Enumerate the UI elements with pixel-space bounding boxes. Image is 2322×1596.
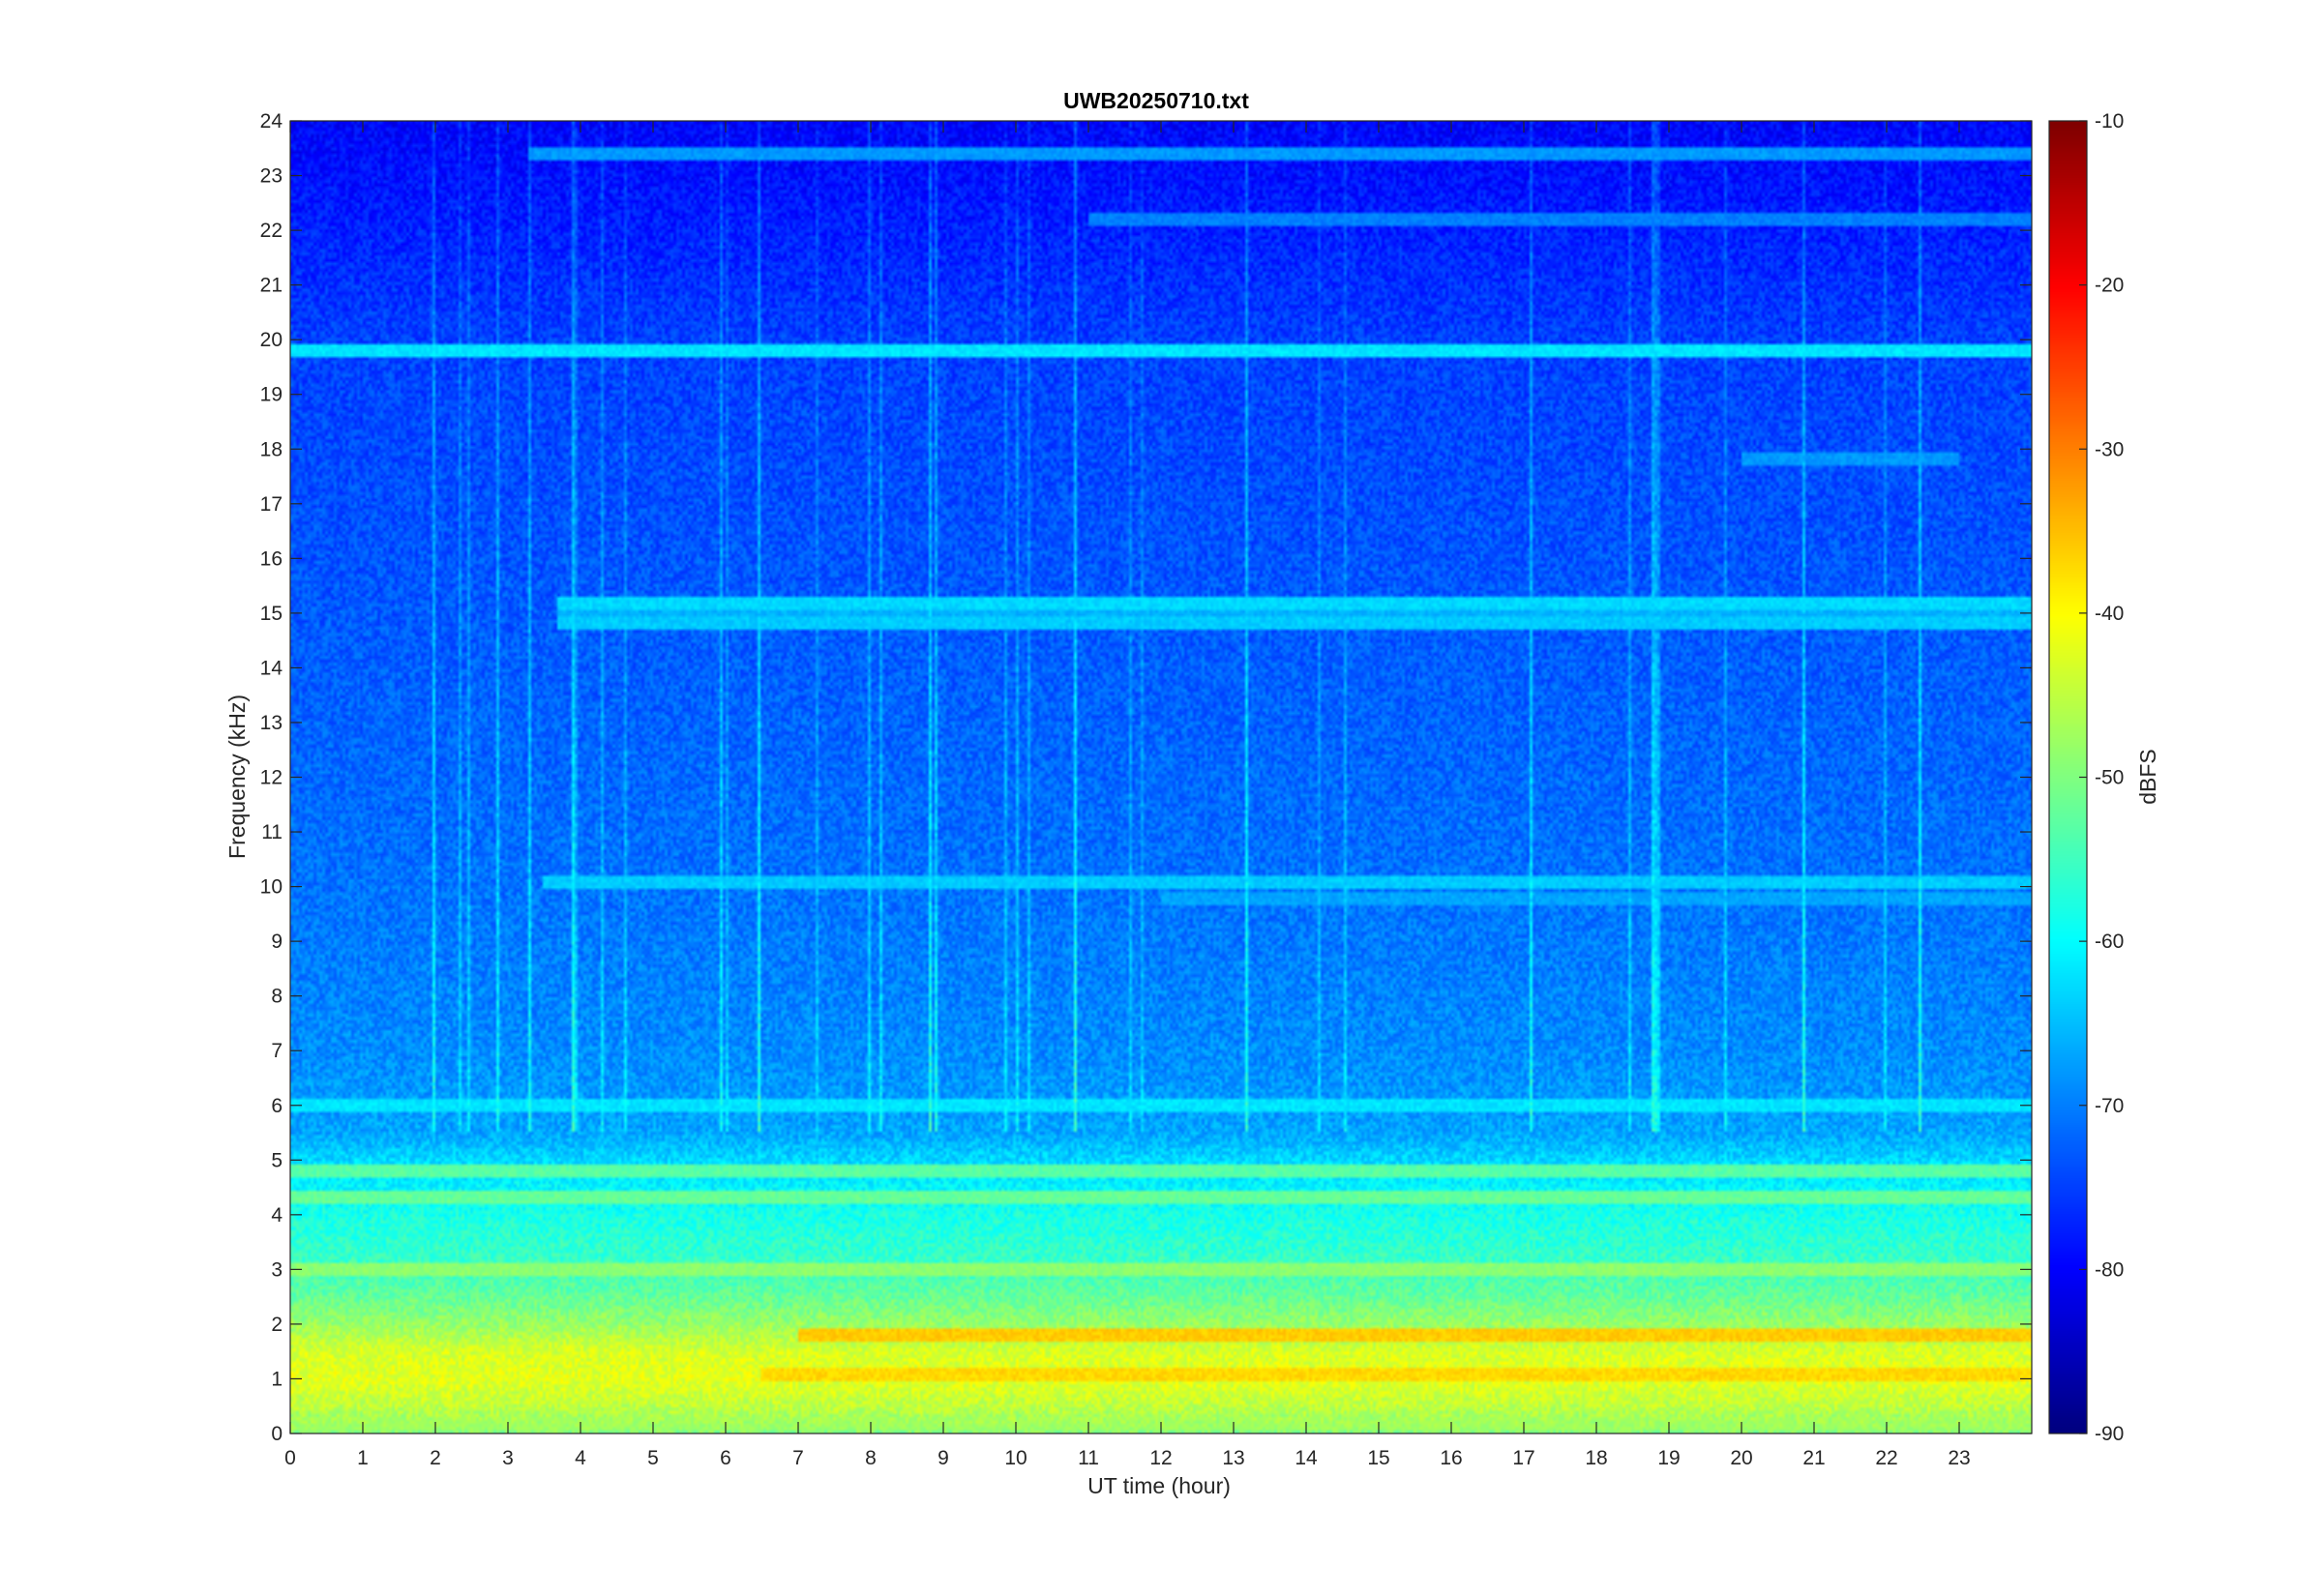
y-tick-label: 15 xyxy=(260,603,283,625)
y-tick-label: 4 xyxy=(271,1204,283,1227)
x-tick-label: 4 xyxy=(575,1447,586,1469)
x-tick-label: 23 xyxy=(1948,1447,1970,1469)
y-tick-label: 21 xyxy=(260,275,283,297)
x-tick-label: 8 xyxy=(865,1447,877,1469)
y-tick-label: 24 xyxy=(260,110,283,133)
y-tick-label: 5 xyxy=(271,1149,283,1171)
x-tick-label: 18 xyxy=(1585,1447,1607,1469)
y-tick-label: 18 xyxy=(260,438,283,460)
y-tick-label: 2 xyxy=(271,1314,283,1336)
y-axis-label: Frequency (kHz) xyxy=(224,695,250,859)
colorbar-tick-label: -10 xyxy=(2095,110,2124,133)
colorbar-tick-label: -20 xyxy=(2095,275,2124,297)
x-tick-label: 5 xyxy=(647,1447,659,1469)
y-tick-label: 6 xyxy=(271,1095,283,1117)
x-tick-label: 14 xyxy=(1295,1447,1318,1469)
plot-area xyxy=(289,120,2033,1434)
x-tick-label: 22 xyxy=(1875,1447,1897,1469)
y-tick-label: 12 xyxy=(260,767,283,789)
chart-title: UWB20250710.txt xyxy=(1063,88,1249,113)
colorbar: -90 -80 -70 -60 -50 -40 -30 -20 -10 dBFS xyxy=(2048,110,2160,1445)
y-tick-label: 3 xyxy=(271,1258,283,1281)
x-tick-label: 2 xyxy=(430,1447,441,1469)
x-tick-label: 6 xyxy=(720,1447,731,1469)
y-tick-label: 9 xyxy=(271,931,283,953)
x-tick-label: 20 xyxy=(1730,1447,1752,1469)
x-tick-label: 16 xyxy=(1440,1447,1462,1469)
y-tick-label: 22 xyxy=(260,220,283,242)
colorbar-tick-label: -30 xyxy=(2095,438,2124,460)
colorbar-tick-label: -80 xyxy=(2095,1258,2124,1281)
colorbar-tick-label: -60 xyxy=(2095,931,2124,953)
x-tick-label: 19 xyxy=(1657,1447,1680,1469)
x-tick-label: 17 xyxy=(1512,1447,1534,1469)
y-tick-label: 13 xyxy=(260,712,283,734)
x-tick-label: 9 xyxy=(938,1447,949,1469)
spectrogram-heatmap xyxy=(290,121,2032,1433)
x-tick-label: 13 xyxy=(1222,1447,1244,1469)
y-tick-label: 11 xyxy=(261,821,283,843)
y-tick-label: 20 xyxy=(260,329,283,351)
y-tick-label: 17 xyxy=(260,493,283,516)
x-tick-label: 7 xyxy=(792,1447,804,1469)
x-tick-label: 10 xyxy=(1004,1447,1027,1469)
y-tick-label: 19 xyxy=(260,384,283,406)
x-tick-label: 3 xyxy=(502,1447,514,1469)
y-tick-label: 0 xyxy=(271,1423,283,1445)
colorbar-ticks: -90 -80 -70 -60 -50 -40 -30 -20 -10 xyxy=(2079,110,2124,1445)
y-tick-label: 8 xyxy=(271,986,283,1008)
x-tick-label: 11 xyxy=(1078,1447,1099,1469)
colorbar-label: dBFS xyxy=(2135,749,2160,805)
y-tick-label: 23 xyxy=(260,165,283,188)
y-tick-label: 14 xyxy=(260,657,283,679)
y-tick-label: 1 xyxy=(271,1368,283,1390)
x-tick-label: 0 xyxy=(284,1447,296,1469)
y-tick-label: 16 xyxy=(260,547,283,570)
x-tick-label: 1 xyxy=(357,1447,369,1469)
x-tick-label: 21 xyxy=(1802,1447,1825,1469)
colorbar-tick-label: -50 xyxy=(2095,767,2124,789)
colorbar-tick-label: -90 xyxy=(2095,1423,2124,1445)
y-tick-label: 7 xyxy=(271,1040,283,1062)
colorbar-tick-label: -70 xyxy=(2095,1095,2124,1117)
x-axis-ticks: 0 1 2 3 4 5 6 7 8 9 10 11 12 13 14 15 16 17 18 19 20 21 22 23 xyxy=(284,121,1971,1469)
x-axis-label: UT time (hour) xyxy=(1087,1473,1231,1498)
x-tick-label: 12 xyxy=(1149,1447,1172,1469)
colorbar-tick-label: -40 xyxy=(2095,603,2124,625)
y-tick-label: 10 xyxy=(260,876,283,899)
x-tick-label: 15 xyxy=(1367,1447,1389,1469)
